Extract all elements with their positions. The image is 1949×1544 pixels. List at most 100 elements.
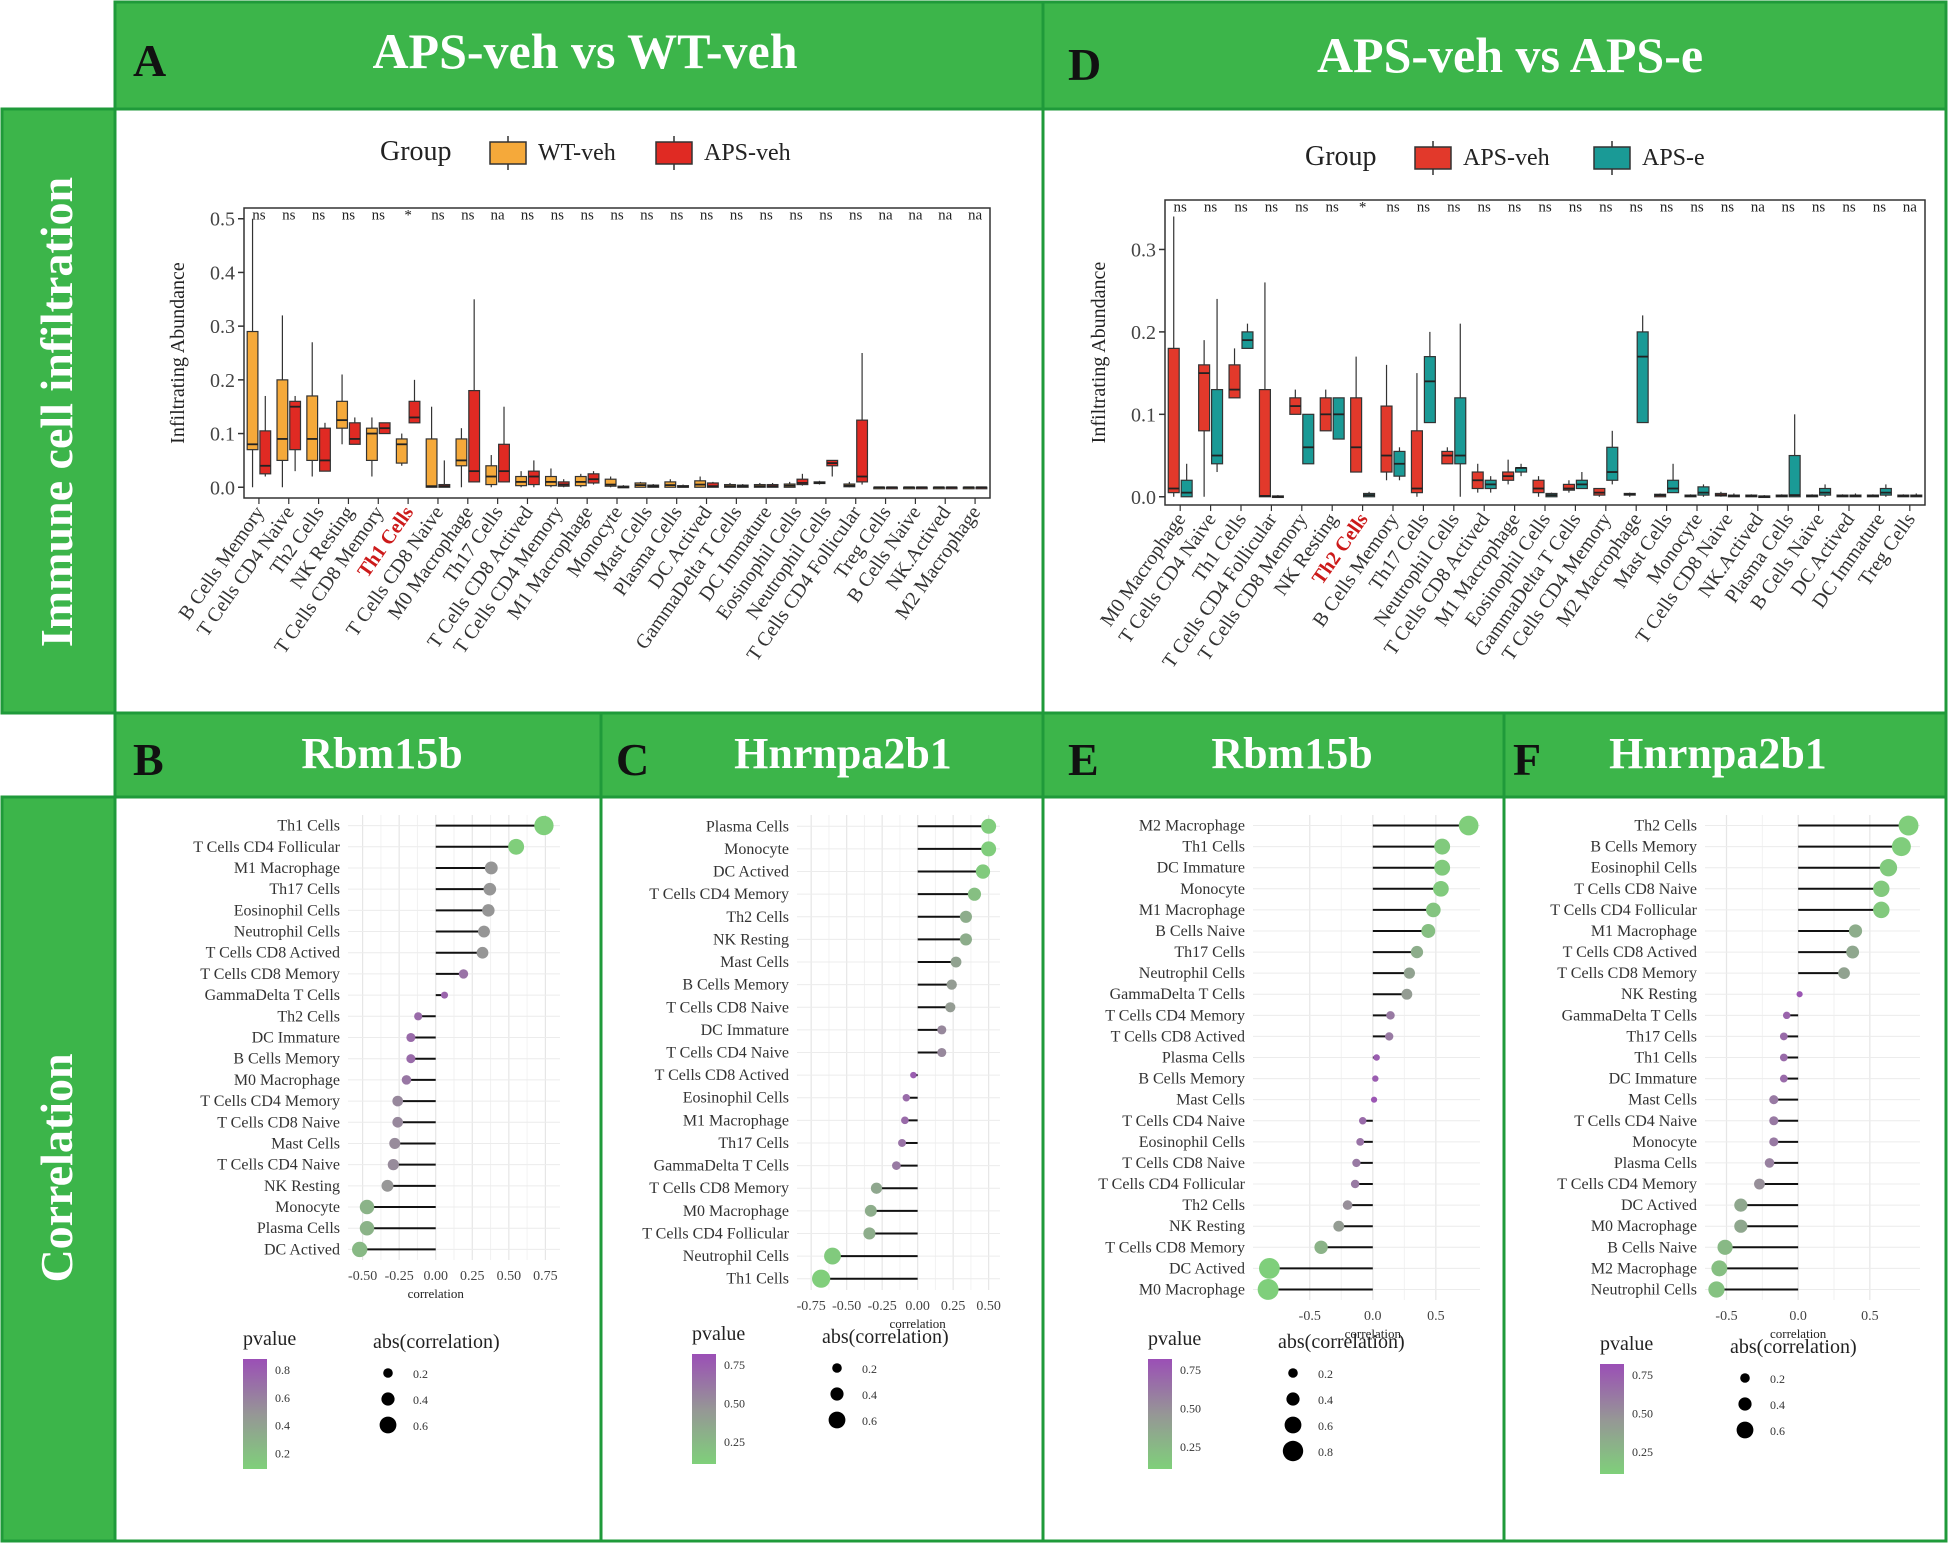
- row-label: M2 Macrophage: [1139, 818, 1245, 835]
- legend-size-tick: 0.6: [1318, 1419, 1333, 1433]
- row-label: Plasma Cells: [706, 818, 789, 835]
- row-label-bottom: Correlation: [31, 1053, 82, 1282]
- legend-color-bar: [1600, 1364, 1624, 1474]
- row-label: M0 Macrophage: [1591, 1218, 1697, 1235]
- legend-color-bar: [1148, 1359, 1172, 1469]
- row-label: DC Immature: [252, 1030, 340, 1047]
- box-APS-veh: [259, 430, 272, 475]
- significance-label: ns: [551, 207, 565, 223]
- x-tick-label: 0.00: [423, 1269, 448, 1284]
- row-label: T Cells CD8 Memory: [1557, 965, 1697, 982]
- lollipop-dot: [1717, 1239, 1733, 1255]
- legend-swatch: [489, 141, 527, 165]
- row-label: Th2 Cells: [277, 1008, 340, 1025]
- lollipop-dot: [392, 1095, 404, 1107]
- significance-label: na: [491, 207, 506, 223]
- row-label: T Cells CD4 Memory: [1557, 1176, 1697, 1193]
- row-label: T Cells CD8 Actived: [655, 1067, 789, 1084]
- x-tick-label: 0.5: [1861, 1309, 1879, 1324]
- panel-letter-b: B: [133, 734, 164, 785]
- legend-size-dot: [1738, 1397, 1752, 1411]
- x-tick-label: 0.50: [976, 1299, 1001, 1314]
- panel-letter-e: E: [1068, 734, 1099, 785]
- significance-label: ns: [1234, 199, 1248, 215]
- row-label: M2 Macrophage: [1591, 1260, 1697, 1277]
- lollipop-dot: [1342, 1200, 1353, 1210]
- significance-label: na: [938, 207, 953, 223]
- lollipop-dot: [1257, 1278, 1279, 1300]
- legend-size-dot: [1288, 1368, 1298, 1378]
- lollipop-dot: [1782, 1011, 1791, 1020]
- legend-color-tick: 0.50: [1180, 1401, 1201, 1415]
- box-APS-e: [1697, 486, 1710, 496]
- row-label: M0 Macrophage: [234, 1072, 340, 1089]
- lollipop-dot: [478, 925, 490, 938]
- lollipop-dot: [1410, 945, 1424, 959]
- row-label: Th2 Cells: [1182, 1197, 1245, 1214]
- row-label: T Cells CD8 Naive: [666, 999, 789, 1016]
- row-label: B Cells Memory: [1590, 839, 1697, 856]
- legend-size-dot: [832, 1363, 842, 1373]
- significance-label: *: [404, 207, 412, 223]
- lollipop-dot: [1403, 967, 1415, 979]
- box-WT-veh: [455, 438, 468, 467]
- y-tick-label: 0.1: [210, 424, 235, 446]
- legend-size-dot: [828, 1411, 846, 1429]
- lollipop-dot: [1458, 815, 1479, 836]
- legend-entry-label: APS-e: [1642, 145, 1705, 171]
- lollipop-dot: [1779, 1053, 1788, 1062]
- lollipop-dot: [1385, 1032, 1394, 1041]
- box-APS-veh: [408, 400, 421, 424]
- legend-color-tick: 0.6: [275, 1391, 290, 1405]
- row-label: T Cells CD8 Actived: [1563, 944, 1697, 961]
- row-label: T Cells CD4 Naive: [1574, 1113, 1697, 1130]
- row-label: T Cells CD4 Follicular: [193, 839, 340, 856]
- row-label: T Cells CD8 Memory: [649, 1180, 789, 1197]
- significance-label: ns: [372, 207, 386, 223]
- row-label: T Cells CD4 Follicular: [1550, 902, 1697, 919]
- row-label: NK Resting: [264, 1178, 340, 1195]
- legend-size-tick: 0.2: [413, 1367, 428, 1381]
- row-label: Eosinophil Cells: [1139, 1134, 1245, 1151]
- row-label: T Cells CD8 Naive: [1574, 881, 1697, 898]
- lollipop-dot: [1769, 1137, 1779, 1147]
- legend-size-tick: 0.2: [862, 1362, 877, 1376]
- x-tick-label: 0.25: [460, 1269, 485, 1284]
- significance-label: ns: [1630, 199, 1644, 215]
- lollipop-dot: [959, 910, 972, 923]
- row-label: DC Actived: [1169, 1260, 1245, 1277]
- y-tick-label: 0.3: [210, 316, 235, 338]
- lollipop-dot: [1352, 1158, 1361, 1168]
- legend-size-title: abs(correlation): [1278, 1331, 1405, 1353]
- legend-color-bar: [692, 1354, 716, 1464]
- lollipop-dot: [892, 1161, 901, 1170]
- significance-label: ns: [1690, 199, 1704, 215]
- row-label: M1 Macrophage: [1139, 902, 1245, 919]
- significance-label: ns: [670, 207, 684, 223]
- row-label: Th2 Cells: [726, 909, 789, 926]
- header-band-f: [1502, 711, 1948, 799]
- box-APS-veh: [348, 422, 361, 445]
- legend-title: Group: [380, 136, 452, 167]
- lollipop-dot: [458, 969, 469, 979]
- box-APS-veh: [498, 443, 510, 483]
- lollipop-dot: [898, 1138, 907, 1147]
- lollipop-dot: [1314, 1240, 1328, 1254]
- row-label: Neutrophil Cells: [1139, 965, 1245, 982]
- box-APS-veh: [1258, 388, 1272, 498]
- legend-swatch: [655, 141, 693, 165]
- row-label: Th1 Cells: [1182, 839, 1245, 856]
- lollipop-dot: [1838, 967, 1850, 980]
- x-tick-label: 0.0: [1789, 1309, 1807, 1324]
- lollipop-dot: [1891, 837, 1911, 857]
- legend-size-dot: [1282, 1440, 1304, 1462]
- row-label: GammaDelta T Cells: [1562, 1007, 1697, 1024]
- box-APS-veh: [319, 427, 331, 472]
- row-label: Neutrophil Cells: [1591, 1281, 1697, 1298]
- box-APS-veh: [856, 419, 869, 483]
- lollipop-dot: [483, 882, 497, 896]
- row-label-top: Immune cell infiltration: [31, 177, 82, 647]
- significance-label: na: [878, 207, 893, 223]
- x-tick-label: -0.25: [385, 1269, 414, 1284]
- legend-size-title: abs(correlation): [1730, 1336, 1857, 1358]
